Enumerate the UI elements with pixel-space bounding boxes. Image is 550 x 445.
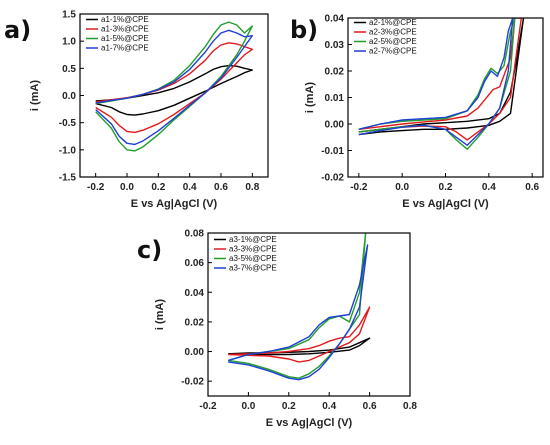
- y-tick-label: -1.0: [59, 145, 77, 156]
- series-line: [228, 337, 371, 356]
- x-axis-label: E vs Ag|AgCl (V): [402, 198, 489, 210]
- y-tick-label: 1.5: [62, 10, 76, 21]
- y-tick-label: 0.04: [185, 288, 205, 299]
- y-tick-label: 0.01: [325, 93, 345, 104]
- y-tick-label: -0.02: [181, 377, 204, 388]
- legend-entry: a1-1%@CPE: [101, 15, 149, 24]
- y-tick-label: 0.06: [185, 258, 205, 269]
- series-line: [358, 18, 525, 136]
- y-tick-label: 0.0: [62, 91, 76, 102]
- x-axis-label: E vs Ag|AgCl (V): [131, 198, 218, 210]
- series-line: [228, 306, 371, 363]
- series-line: [95, 64, 254, 116]
- y-axis-label: i (mA): [154, 299, 166, 331]
- series-line: [95, 42, 254, 134]
- legend-entry: a2-3%@CPE: [369, 28, 417, 37]
- series-line: [95, 21, 254, 152]
- y-axis-label: i (mA): [304, 82, 316, 114]
- x-tick-label: -0.2: [199, 401, 217, 412]
- y-tick-label: -0.02: [321, 173, 344, 184]
- panel-label: b): [290, 16, 318, 44]
- series-line: [228, 233, 367, 379]
- y-tick-label: 0.04: [325, 14, 345, 25]
- chart-panel-2: -0.2 0.0 0.2 0.4 0.6 -0.02 -0.01 0.00 0.01 0.02 0.…: [290, 14, 544, 210]
- legend-entry: a2-1%@CPE: [369, 18, 417, 27]
- y-axis-label: i (mA): [29, 80, 41, 112]
- y-tick-label: 0.03: [325, 40, 345, 51]
- series-line: [228, 244, 369, 381]
- y-tick-label: 1.0: [62, 37, 76, 48]
- legend-entry: a3-3%@CPE: [229, 245, 277, 254]
- plot-frame: [207, 232, 411, 397]
- legend-entry: a1-3%@CPE: [101, 25, 149, 34]
- y-tick-label: 0.00: [185, 347, 205, 358]
- panel-label: c): [137, 236, 162, 264]
- x-tick-label: 0.2: [282, 401, 296, 412]
- x-tick-label: 0.0: [120, 182, 134, 193]
- panel-label: a): [4, 16, 31, 44]
- series-line: [95, 29, 254, 146]
- y-tick-label: -1.5: [59, 173, 77, 184]
- x-tick-label: 0.0: [395, 182, 409, 193]
- y-tick-label: 0.02: [185, 317, 205, 328]
- x-tick-label: 0.2: [439, 182, 453, 193]
- y-tick-label: -0.5: [59, 118, 77, 129]
- x-tick-label: -0.2: [350, 182, 368, 193]
- y-tick-label: 0.5: [62, 64, 76, 75]
- x-tick-label: 0.8: [245, 182, 259, 193]
- x-tick-label: 0.6: [525, 182, 539, 193]
- y-tick-label: 0.08: [185, 229, 205, 240]
- x-tick-label: 0.4: [183, 182, 197, 193]
- x-tick-label: 0.2: [151, 182, 165, 193]
- legend-entry: a3-5%@CPE: [229, 254, 277, 263]
- y-tick-label: 0.02: [325, 67, 345, 78]
- legend-entry: a1-5%@CPE: [101, 34, 149, 43]
- x-tick-label: 0.6: [363, 401, 377, 412]
- y-tick-label: 0.00: [325, 120, 345, 131]
- legend-entry: a3-7%@CPE: [229, 264, 277, 273]
- x-tick-label: 0.4: [322, 401, 336, 412]
- chart-panel-1: -0.2 0.0 0.2 0.4 0.6 0.8 -1.5 -1.0 -0.5 0.0 0.5 1.0…: [4, 10, 269, 210]
- x-tick-label: 0.8: [403, 401, 417, 412]
- legend-entry: a1-7%@CPE: [101, 44, 149, 53]
- x-tick-label: 0.0: [241, 401, 255, 412]
- y-tick-label: -0.01: [321, 146, 344, 157]
- series-line: [358, 18, 514, 146]
- x-tick-label: -0.2: [87, 182, 105, 193]
- series-line: [358, 18, 522, 141]
- x-axis-label: E vs Ag|AgCl (V): [266, 417, 353, 429]
- legend-entry: a3-1%@CPE: [229, 235, 277, 244]
- legend-entry: a2-7%@CPE: [369, 47, 417, 56]
- x-tick-label: 0.6: [214, 182, 228, 193]
- x-tick-label: 0.4: [482, 182, 496, 193]
- legend-entry: a2-5%@CPE: [369, 37, 417, 46]
- chart-panel-3: -0.2 0.0 0.2 0.4 0.6 0.8 -0.02 0.00 0.02 0.04 0.06…: [137, 229, 417, 430]
